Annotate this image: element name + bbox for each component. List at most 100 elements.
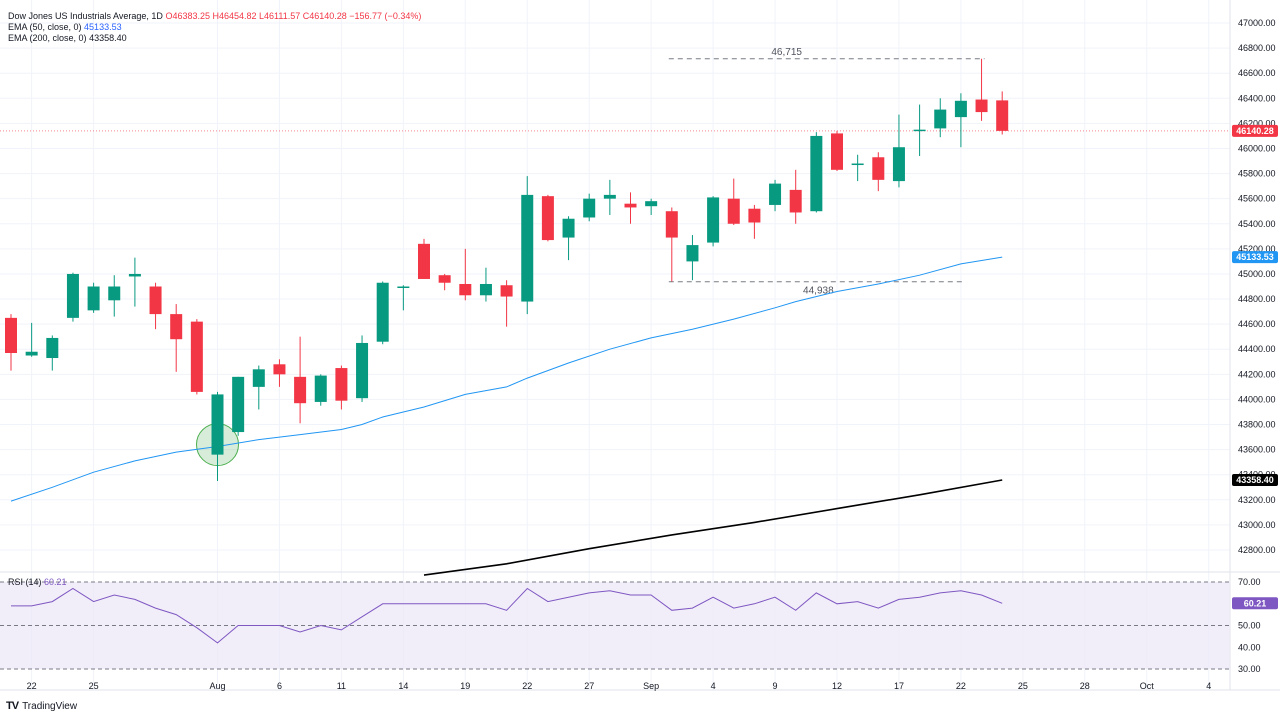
candle[interactable] <box>418 238 430 279</box>
candle[interactable] <box>149 282 162 330</box>
candle-body[interactable] <box>356 342 369 399</box>
candle-body[interactable] <box>769 183 782 205</box>
ema200-label[interactable]: EMA (200, close, 0) <box>8 33 87 43</box>
candle-body[interactable] <box>438 275 451 283</box>
candle[interactable] <box>438 273 451 291</box>
candle[interactable] <box>294 336 307 424</box>
candle-body[interactable] <box>335 368 348 401</box>
candle[interactable] <box>335 365 348 410</box>
candle[interactable] <box>748 204 761 239</box>
candle[interactable] <box>686 235 699 281</box>
candle[interactable] <box>851 154 864 182</box>
candle[interactable] <box>727 178 740 226</box>
candle[interactable] <box>46 335 59 371</box>
ema50-label[interactable]: EMA (50, close, 0) <box>8 22 82 32</box>
candle-body[interactable] <box>707 197 720 243</box>
candle-body[interactable] <box>913 129 926 132</box>
candle-body[interactable] <box>87 286 100 311</box>
symbol-name[interactable]: Dow Jones US Industrials Average, <box>8 11 149 21</box>
candle[interactable] <box>934 98 947 138</box>
candle[interactable] <box>665 207 678 282</box>
candle-body[interactable] <box>46 337 59 359</box>
candle-body[interactable] <box>521 194 534 302</box>
candlesticks[interactable] <box>5 58 1009 481</box>
symbol-interval[interactable]: 1D <box>151 11 163 21</box>
candle[interactable] <box>996 91 1009 135</box>
candle-body[interactable] <box>831 133 843 170</box>
candle[interactable] <box>376 281 389 345</box>
candle-body[interactable] <box>789 189 802 213</box>
candle[interactable] <box>397 285 410 311</box>
candle-body[interactable] <box>583 198 596 218</box>
candle[interactable] <box>521 176 534 315</box>
candle-body[interactable] <box>686 245 699 262</box>
candle-body[interactable] <box>294 376 307 404</box>
candle-body[interactable] <box>128 273 141 277</box>
candle[interactable] <box>479 267 492 302</box>
price-axis[interactable]: 47000.00 46800.00 46600.00 46400.00 46200.00… <box>1238 18 1276 674</box>
candle-body[interactable] <box>190 321 203 392</box>
candle[interactable] <box>252 365 265 410</box>
candle-body[interactable] <box>149 286 162 315</box>
candle[interactable] <box>459 248 472 301</box>
candle[interactable] <box>211 391 224 481</box>
candle[interactable] <box>314 374 327 406</box>
candle-body[interactable] <box>892 147 905 182</box>
candle-body[interactable] <box>25 351 38 356</box>
candle[interactable] <box>87 282 100 313</box>
candle[interactable] <box>356 335 369 402</box>
candle[interactable] <box>624 192 637 224</box>
candle-body[interactable] <box>645 201 658 207</box>
candle-body[interactable] <box>748 208 761 223</box>
candle[interactable] <box>769 179 782 212</box>
candle[interactable] <box>5 314 17 371</box>
rsi-label[interactable]: RSI (14) <box>8 577 42 587</box>
candle-body[interactable] <box>108 286 121 301</box>
candle-body[interactable] <box>851 163 864 166</box>
tradingview-brand[interactable]: TV TradingView <box>6 700 77 712</box>
candle-body[interactable] <box>541 196 554 241</box>
candle-body[interactable] <box>376 282 389 342</box>
candle[interactable] <box>190 319 203 395</box>
candle[interactable] <box>66 272 79 322</box>
candle-body[interactable] <box>418 243 430 279</box>
candle[interactable] <box>541 194 554 242</box>
candle[interactable] <box>975 58 988 121</box>
candle-body[interactable] <box>500 285 513 297</box>
candle[interactable] <box>913 104 926 157</box>
candle[interactable] <box>108 275 121 317</box>
candle[interactable] <box>810 132 823 213</box>
candle[interactable] <box>128 257 141 307</box>
candle-body[interactable] <box>603 194 616 199</box>
candle-body[interactable] <box>665 211 678 238</box>
candle[interactable] <box>170 304 183 372</box>
candle[interactable] <box>232 376 245 436</box>
candle-body[interactable] <box>479 283 492 296</box>
candle[interactable] <box>500 280 513 327</box>
candle-body[interactable] <box>810 135 823 212</box>
candle-body[interactable] <box>66 273 79 318</box>
candle-body[interactable] <box>273 364 286 375</box>
candle[interactable] <box>25 322 38 357</box>
candle-body[interactable] <box>459 283 472 296</box>
candle-body[interactable] <box>996 100 1009 131</box>
candle-body[interactable] <box>314 375 327 402</box>
candle-body[interactable] <box>727 198 740 224</box>
candle[interactable] <box>273 359 286 387</box>
candle-body[interactable] <box>397 286 410 289</box>
candle-body[interactable] <box>954 100 967 118</box>
candle[interactable] <box>892 114 905 188</box>
candle-body[interactable] <box>975 99 988 113</box>
candle[interactable] <box>831 130 843 172</box>
candle[interactable] <box>603 179 616 215</box>
candle[interactable] <box>954 93 967 148</box>
candle-body[interactable] <box>211 394 224 455</box>
candle[interactable] <box>872 152 885 192</box>
time-axis[interactable]: 22 25 Aug 6 11 14 19 22 27 Sep 4 9 12 17 22 25 28 Oct 4 <box>27 681 1212 691</box>
candle-body[interactable] <box>232 376 245 433</box>
candle-body[interactable] <box>624 203 637 208</box>
candle[interactable] <box>583 193 596 222</box>
candle[interactable] <box>707 196 720 247</box>
